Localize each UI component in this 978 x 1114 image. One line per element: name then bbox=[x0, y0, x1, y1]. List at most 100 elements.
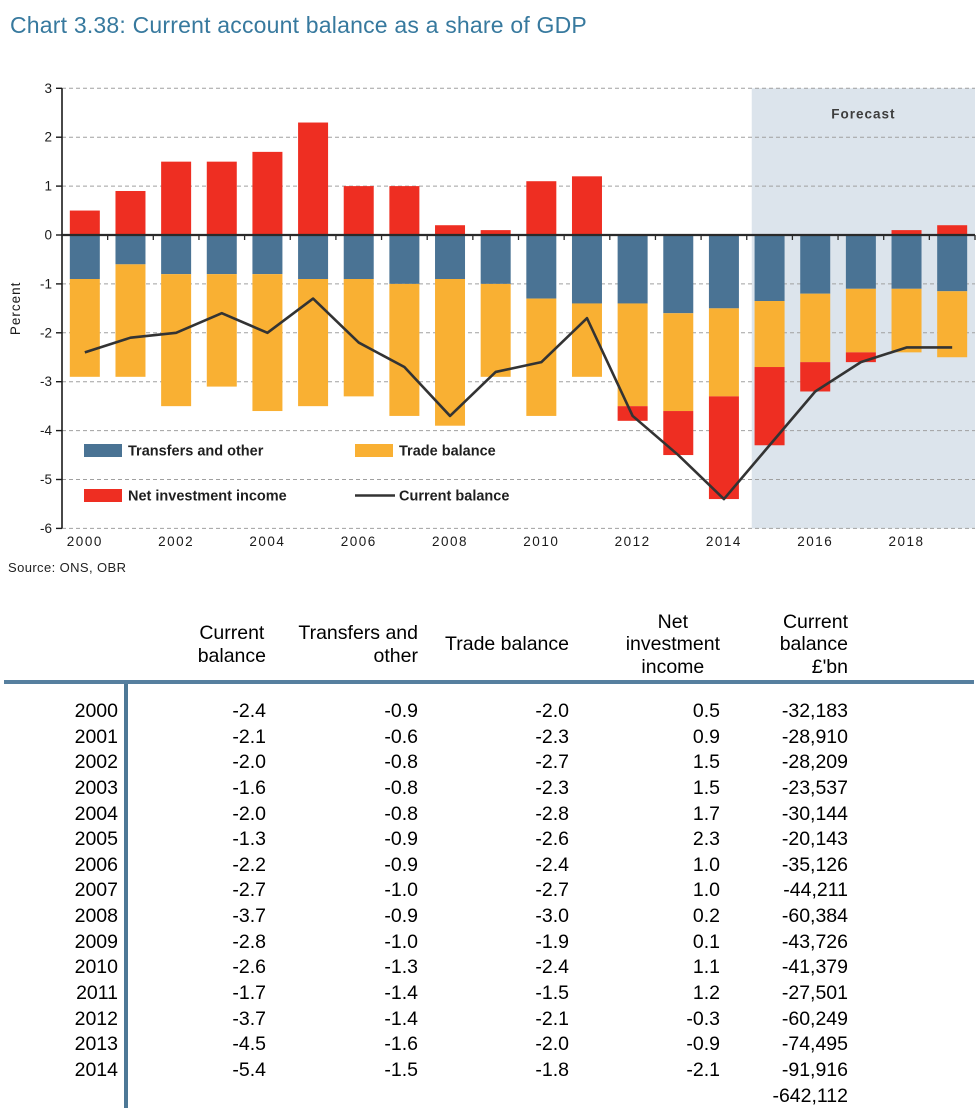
table-value-cell: -60,249 bbox=[781, 1007, 848, 1030]
table-header-cell: Current balance £'bn bbox=[779, 610, 848, 678]
bar-segment bbox=[663, 313, 694, 412]
legend-swatch bbox=[84, 489, 122, 502]
table-value-cell: -2.3 bbox=[535, 776, 569, 799]
table-value-cell: -0.8 bbox=[384, 776, 418, 799]
table-value-cell: -1.3 bbox=[232, 828, 266, 851]
table-value-cell: 1.0 bbox=[692, 853, 720, 876]
bar-segment bbox=[845, 352, 876, 363]
table-value-cell: -2.0 bbox=[232, 751, 266, 774]
table-year-cell: 2000 bbox=[74, 700, 118, 722]
bar-segment bbox=[343, 279, 374, 397]
table-value-cell: -35,126 bbox=[781, 853, 848, 876]
table-row: 2002 -2.0 -0.8 -2.7 1.5 -28,209 bbox=[0, 750, 978, 776]
bar-segment bbox=[571, 176, 602, 235]
x-tick-label: 2004 bbox=[249, 534, 285, 549]
table-value-cell: -0.8 bbox=[384, 751, 418, 774]
table-value-cell: -2.6 bbox=[232, 956, 266, 979]
y-tick-label: 2 bbox=[44, 130, 52, 145]
bar-segment bbox=[617, 235, 648, 304]
bar-segment bbox=[708, 235, 739, 309]
table-value-cell: -41,379 bbox=[781, 956, 848, 979]
table-value-cell: 1.5 bbox=[692, 776, 720, 799]
table-value-cell: -27,501 bbox=[781, 982, 848, 1005]
bar-segment bbox=[161, 274, 192, 407]
table-value-cell: 2.3 bbox=[692, 828, 720, 851]
bar-segment bbox=[480, 235, 511, 284]
bar-segment bbox=[754, 301, 785, 368]
legend-swatch bbox=[84, 444, 122, 457]
percent-axis-label: Percent bbox=[8, 282, 23, 336]
table-year-cell: 2004 bbox=[74, 802, 118, 825]
y-tick-label: 1 bbox=[44, 179, 52, 194]
bar-segment bbox=[526, 298, 557, 416]
y-tick-label: -2 bbox=[40, 325, 52, 340]
table-value-cell: -43,726 bbox=[781, 930, 848, 953]
table-value-cell: -1.4 bbox=[384, 1007, 418, 1030]
table-value-cell: -1.6 bbox=[232, 776, 266, 799]
table-row: 2004 -2.0 -0.8 -2.8 1.7 -30,144 bbox=[0, 802, 978, 828]
table-header-cell: Net investment income bbox=[625, 610, 720, 678]
table-value-cell: -3.7 bbox=[232, 905, 266, 928]
table-year-cell: 2001 bbox=[74, 725, 118, 748]
table-value-cell: -0.6 bbox=[384, 725, 418, 748]
bar-segment bbox=[435, 225, 466, 235]
bar-segment bbox=[891, 288, 922, 353]
table-value-cell: -2.2 bbox=[232, 853, 266, 876]
table-value-cell: -2.6 bbox=[535, 828, 569, 851]
legend-label: Transfers and other bbox=[128, 444, 264, 460]
data-table: 2000 -2.4 -0.9 -2.0 0.5 -32,183 2001 -2.1 -0.6 -2… bbox=[0, 699, 978, 1109]
table-value-cell: -28,209 bbox=[781, 751, 848, 774]
bar-segment bbox=[526, 181, 557, 235]
table-year-cell: 2013 bbox=[74, 1033, 118, 1056]
table-value-cell: -2.1 bbox=[232, 725, 266, 748]
bar-segment bbox=[708, 308, 739, 397]
table-header-cell: Trade balance bbox=[445, 633, 569, 656]
bar-segment bbox=[389, 235, 420, 284]
y-tick-label: -5 bbox=[40, 472, 52, 487]
bar-segment bbox=[845, 235, 876, 289]
legend-label: Net investment income bbox=[128, 489, 287, 505]
table-row: 2010 -2.6 -1.3 -2.4 1.1 -41,379 bbox=[0, 955, 978, 981]
table-header: Current balance Transfers and other Trade ba… bbox=[0, 609, 978, 680]
table-value-cell: -60,384 bbox=[781, 905, 848, 928]
bar-segment bbox=[206, 235, 237, 275]
table-header-cell bbox=[0, 609, 125, 680]
bar-segment bbox=[161, 235, 192, 275]
table-year-cell: 2006 bbox=[74, 853, 118, 876]
table-value-cell: -1.5 bbox=[535, 982, 569, 1005]
bar-segment bbox=[480, 230, 511, 235]
table-value-cell: -3.0 bbox=[535, 905, 569, 928]
table-row: 2008 -3.7 -0.9 -3.0 0.2 -60,384 bbox=[0, 904, 978, 930]
table-year-cell: 2003 bbox=[74, 776, 118, 799]
y-tick-label: 3 bbox=[44, 81, 52, 96]
x-tick-label: 2010 bbox=[523, 534, 559, 549]
source-text: Source: ONS, OBR bbox=[8, 560, 127, 575]
table-value-cell: -1.8 bbox=[535, 1058, 569, 1081]
bar-segment bbox=[617, 303, 648, 407]
table-value-cell: -2.0 bbox=[535, 700, 569, 722]
x-tick-label: 2014 bbox=[706, 534, 742, 549]
table-value-cell: -91,916 bbox=[781, 1058, 848, 1081]
table-value-cell: -2.7 bbox=[535, 879, 569, 902]
bar-segment bbox=[206, 274, 237, 387]
table-value-cell: -2.1 bbox=[535, 1007, 569, 1030]
bar-segment bbox=[389, 186, 420, 235]
bar-segment bbox=[663, 235, 694, 314]
x-tick-label: 2008 bbox=[432, 534, 468, 549]
table-value-cell: -0.9 bbox=[384, 853, 418, 876]
table-value-cell: -2.4 bbox=[535, 853, 569, 876]
table-value-cell: -0.9 bbox=[686, 1033, 720, 1056]
chart: 3 2 1 0 -1 -2 -3 -4 -5 -6 Forecast 2000 2002 2004 2006… bbox=[0, 75, 978, 557]
table-value-cell: -32,183 bbox=[781, 700, 848, 722]
table-year-cell: 2008 bbox=[74, 905, 118, 928]
table-value-cell: -28,910 bbox=[781, 725, 848, 748]
table-row: 2011 -1.7 -1.4 -1.5 1.2 -27,501 bbox=[0, 981, 978, 1007]
bar-segment bbox=[343, 235, 374, 280]
bar-segment bbox=[115, 190, 146, 235]
table-value-cell: 1.7 bbox=[692, 802, 720, 825]
table-year-cell: 2002 bbox=[74, 751, 118, 774]
table-row: 2012 -3.7 -1.4 -2.1 -0.3 -60,249 bbox=[0, 1007, 978, 1033]
chart-title: Chart 3.38: Current account balance as a… bbox=[10, 12, 587, 38]
table-value-cell: 1.0 bbox=[692, 879, 720, 902]
